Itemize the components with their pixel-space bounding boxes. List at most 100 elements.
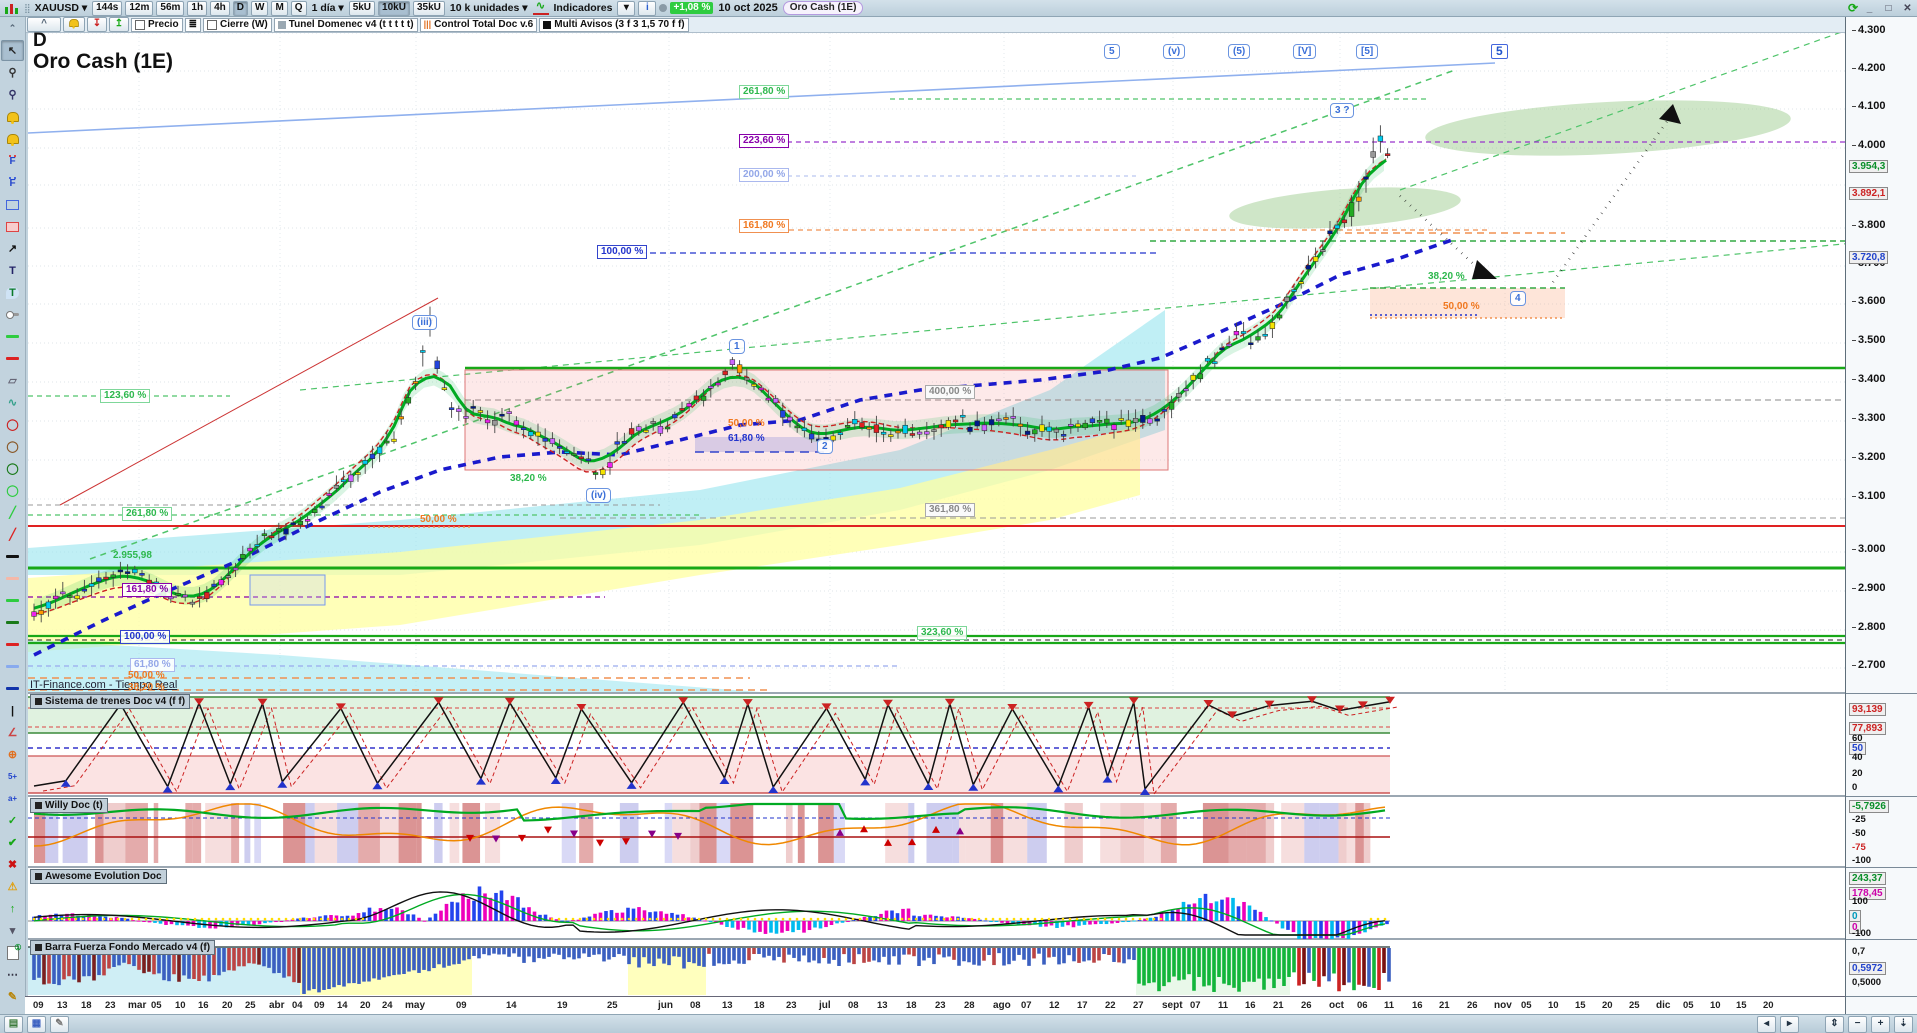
ellipse-red-icon[interactable]: ◯ [1, 414, 24, 435]
delete-icon[interactable]: ✖ [1, 854, 24, 875]
arrow-up-icon[interactable]: ↑ [1, 898, 24, 919]
zoom-fit-icon[interactable]: ⇕ [1825, 1015, 1844, 1033]
fib-text-label: 50,00 % [1443, 301, 1480, 312]
timeframe-button-D[interactable]: D [232, 0, 248, 16]
timeframe-button-1h[interactable]: 1h [187, 0, 208, 16]
rect-blue-icon[interactable] [1, 194, 24, 215]
collapse-chevron-icon[interactable]: ▾ [1, 920, 24, 941]
panel-axis-value: 50 [1849, 742, 1867, 755]
elliott-letters-icon[interactable]: a+ [1, 788, 24, 809]
precio-chip[interactable]: Precio [131, 17, 183, 32]
trend-arrow-icon[interactable]: ↗ [1, 238, 24, 259]
vline-icon[interactable]: | [1, 700, 24, 721]
thumb-up-icon[interactable]: ✔ [1, 832, 24, 853]
timeframe-button-56m[interactable]: 56m [156, 0, 185, 16]
alarm-pointer-icon[interactable] [1, 106, 24, 127]
doc-badge-icon[interactable]: ① [1, 942, 24, 963]
close-button[interactable]: ✕ [1903, 2, 1912, 14]
check-icon[interactable]: ✓ [1, 810, 24, 831]
indicators-caret-button[interactable]: ▾ [617, 0, 636, 16]
symbol-selector[interactable]: XAUUSD ▾ [34, 2, 88, 14]
volume-button-5kU[interactable]: 5kU [348, 0, 376, 16]
auto-scroll-icon[interactable]: ⇣ [1894, 1015, 1913, 1033]
restore-button[interactable]: □ [1885, 2, 1892, 14]
timeframe-button-12m[interactable]: 12m [125, 0, 154, 16]
fib-projection-icon[interactable]: F [1, 172, 24, 193]
units-selector[interactable]: 10 k unidades ▾ [449, 2, 528, 14]
info-button[interactable]: i [638, 0, 657, 16]
hline-navy-icon[interactable] [1, 678, 24, 699]
instrument-tag[interactable]: Oro Cash (1E) [782, 1, 864, 15]
control-chip[interactable]: ||| Control Total Doc v.6 [419, 17, 538, 32]
minimize-button[interactable]: _ [1866, 2, 1873, 14]
period-selector[interactable]: 1 día ▾ [311, 2, 344, 14]
hline-green-icon[interactable] [1, 590, 24, 611]
checkbox-icon[interactable] [135, 19, 145, 30]
list-button[interactable]: ≣ [184, 17, 201, 32]
volume-button-35kU[interactable]: 35kU [412, 0, 445, 16]
glyph: ▱ [8, 375, 17, 387]
sell-arrow-button[interactable]: ↧ [87, 17, 107, 32]
price-axis[interactable]: 4.3004.2004.1004.0003.8003.7003.6003.500… [1845, 17, 1917, 1014]
timeframe-button-W[interactable]: W [250, 0, 269, 16]
hline-pink-icon[interactable] [1, 568, 24, 589]
zoom-area-icon[interactable]: ⚲ [1, 84, 24, 105]
scroll-left-icon[interactable]: ◂ [1757, 1015, 1776, 1033]
zoom-out-icon[interactable]: − [1848, 1015, 1867, 1033]
panel-name-chip[interactable]: Willy Doc (t) [30, 798, 108, 813]
panel-name-chip[interactable]: Awesome Evolution Doc [30, 869, 167, 884]
pin-line-icon[interactable] [1, 304, 24, 325]
pattern-icon[interactable]: ∿ [1, 392, 24, 413]
alarm-button[interactable] [63, 17, 85, 32]
page-icon[interactable]: ▤ [4, 1015, 23, 1033]
rect-red-icon[interactable] [1, 216, 24, 237]
tools-collapse-icon[interactable]: ⌃ [8, 23, 17, 33]
ruler-icon[interactable]: ▱ [1, 370, 24, 391]
edit-icon[interactable]: ✎ [1, 986, 24, 1007]
zoom-in-icon[interactable]: + [1871, 1015, 1890, 1033]
hline-red-icon[interactable] [1, 634, 24, 655]
multi-avisos-chip[interactable]: Multi Avisos (3 f 3 1,5 70 f f) [539, 17, 689, 32]
zoom-icon[interactable]: ⚲ [1, 62, 24, 83]
panel-name-chip[interactable]: Barra Fuerza Fondo Mercado v4 (f) [30, 940, 216, 955]
cierre-chip[interactable]: Cierre (W) [202, 17, 272, 32]
line-green-icon[interactable]: ╱ [1, 502, 24, 523]
warning-icon[interactable]: ⚠ [1, 876, 24, 897]
circle-plus-icon[interactable]: ⊕ [1, 744, 24, 765]
hline-lightblue-icon[interactable] [1, 656, 24, 677]
timeframe-button-144s[interactable]: 144s [92, 0, 123, 16]
hline-black-icon[interactable] [1, 546, 24, 567]
pin-red-icon[interactable] [1, 348, 24, 369]
text-icon[interactable]: T [1, 260, 24, 281]
collapse-panel-button[interactable]: ^ [27, 17, 61, 32]
more-dots-icon[interactable]: ⋯ [1, 964, 24, 985]
timeframe-button-M[interactable]: M [271, 0, 288, 16]
draw-icon[interactable]: ✎ [50, 1015, 69, 1033]
time-axis[interactable]: 09 13 18 23 mar 05 10 16 20 25 abr 04 09 14 20 24 may 09 1… [25, 996, 1845, 1015]
volume-button-10kU[interactable]: 10kU [378, 0, 410, 16]
pin-green-icon[interactable] [1, 326, 24, 347]
note-bubble-icon[interactable]: T [1, 282, 24, 303]
calendar-icon[interactable]: ▦ [27, 1015, 46, 1033]
line-red-icon[interactable]: ╱ [1, 524, 24, 545]
tunel-chip[interactable]: Tunel Domenec v4 (t t t t t) [273, 17, 418, 32]
elliott-numbers-icon[interactable]: 5+ [1, 766, 24, 787]
indicators-menu[interactable]: Indicadores [553, 2, 613, 14]
drag-handle-icon[interactable]: ⣿ [24, 2, 31, 13]
scroll-right-icon[interactable]: ▸ [1780, 1015, 1799, 1033]
timeframe-button-4h[interactable]: 4h [210, 0, 230, 16]
angle-icon[interactable]: ∠ [1, 722, 24, 743]
alarm-icon[interactable] [1, 128, 24, 149]
checkbox-icon[interactable] [206, 19, 217, 30]
ellipse-lightgreen-icon[interactable]: ◯ [1, 480, 24, 501]
ellipse-green-icon[interactable]: ◯ [1, 458, 24, 479]
timeframe-button-Q[interactable]: Q [290, 0, 307, 16]
ellipse-brown-icon[interactable]: ◯ [1, 436, 24, 457]
refresh-icon[interactable]: ⟳ [1847, 1, 1858, 15]
panel-name-chip[interactable]: Sistema de trenes Doc v4 (f f) [30, 694, 191, 709]
fib-retracement-icon[interactable]: F [1, 150, 24, 171]
hline-darkgreen-icon[interactable] [1, 612, 24, 633]
buy-arrow-button[interactable]: ↥ [109, 17, 129, 32]
select-cursor-icon[interactable]: ↖ [1, 40, 24, 61]
